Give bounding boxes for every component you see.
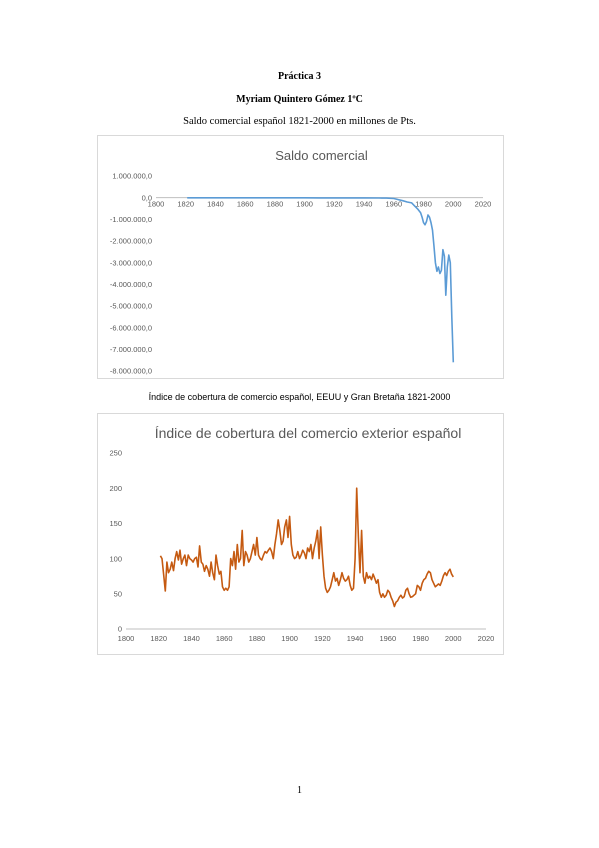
series-line	[187, 196, 455, 363]
cobertura-chart: Índice de cobertura del comercio exterio…	[97, 413, 504, 655]
saldo-chart-svg: Saldo comercial 1.000.000,0 0,0 -1.000.000,…	[110, 148, 492, 376]
x-tick-label: 1960	[385, 200, 402, 209]
saldo-chart: Saldo comercial 1.000.000,0 0,0 -1.000.000,…	[97, 135, 504, 379]
y-tick-label: 100	[109, 554, 122, 563]
x-tick-label: 1940	[356, 200, 373, 209]
x-tick-label: 2020	[478, 634, 495, 643]
x-tick-label: 1960	[379, 634, 396, 643]
cobertura-chart-svg: Índice de cobertura del comercio exterio…	[109, 425, 495, 643]
y-tick-label: 50	[114, 590, 122, 599]
x-tick-label: 1820	[150, 634, 167, 643]
x-tick-label: 1940	[347, 634, 364, 643]
x-tick-label: 1840	[207, 200, 224, 209]
chart1-caption: Saldo comercial español 1821-2000 en mil…	[183, 116, 416, 127]
x-tick-label: 1980	[412, 634, 429, 643]
y-tick-label: -2.000.000,0	[110, 237, 152, 246]
x-tick-label: 1880	[249, 634, 266, 643]
x-tick-label: 1800	[148, 200, 165, 209]
x-tick-label: 1900	[281, 634, 298, 643]
y-tick-label: -5.000.000,0	[110, 302, 152, 311]
y-tick-label: -8.000.000,0	[110, 367, 152, 376]
page-number: 1	[297, 785, 302, 796]
y-tick-label: 150	[109, 519, 122, 528]
x-tick-label: 1980	[415, 200, 432, 209]
x-tick-label: 1900	[296, 200, 313, 209]
x-tick-label: 1920	[314, 634, 331, 643]
y-tick-label: -1.000.000,0	[110, 215, 152, 224]
y-tick-label: -4.000.000,0	[110, 280, 152, 289]
x-tick-label: 1920	[326, 200, 343, 209]
x-tick-label: 2000	[445, 634, 462, 643]
y-tick-label: -6.000.000,0	[110, 323, 152, 332]
author-line: Myriam Quintero Gómez 1ºC	[236, 94, 363, 105]
y-tick-label: -7.000.000,0	[110, 345, 152, 354]
y-tick-label: 250	[109, 449, 122, 458]
chart-title: Índice de cobertura del comercio exterio…	[155, 425, 462, 441]
y-tick-label: 0	[118, 625, 122, 634]
chart-title: Saldo comercial	[275, 148, 368, 163]
y-tick-label: -3.000.000,0	[110, 258, 152, 267]
x-tick-label: 1800	[118, 634, 135, 643]
x-tick-label: 1840	[183, 634, 200, 643]
x-tick-label: 1860	[237, 200, 254, 209]
series-line	[159, 487, 454, 608]
x-tick-label: 2000	[445, 200, 462, 209]
y-tick-label: 1.000.000,0	[112, 172, 152, 181]
y-tick-label: 0,0	[142, 193, 152, 202]
chart2-caption: Índice de cobertura de comercio español,…	[148, 392, 451, 402]
document-heading: Práctica 3	[277, 71, 322, 82]
x-tick-label: 2020	[475, 200, 492, 209]
y-tick-label: 200	[109, 484, 122, 493]
x-tick-label: 1880	[267, 200, 284, 209]
x-tick-label: 1860	[216, 634, 233, 643]
x-tick-label: 1820	[177, 200, 194, 209]
